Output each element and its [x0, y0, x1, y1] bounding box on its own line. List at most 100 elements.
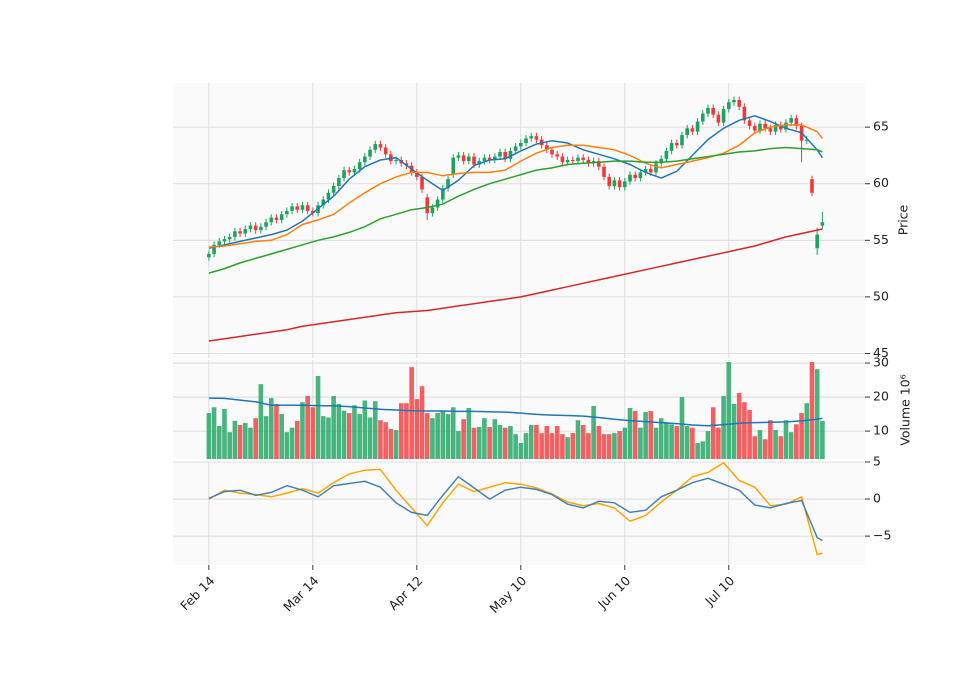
- candle-body: [524, 138, 528, 143]
- volume-bar: [518, 443, 524, 459]
- volume-bar: [315, 375, 321, 459]
- candle-body: [519, 142, 523, 147]
- candle-body: [674, 142, 679, 146]
- volume-bar: [554, 426, 560, 459]
- y-tick-label: 60: [873, 175, 889, 190]
- indicator-panel: [173, 462, 865, 565]
- candle-body: [300, 205, 305, 210]
- candle-body: [368, 149, 372, 157]
- x-tick-label: Apr 12: [385, 573, 425, 613]
- volume-bar: [393, 430, 399, 459]
- candle-body: [331, 185, 336, 193]
- candle-body: [347, 170, 352, 173]
- candle-body: [758, 123, 762, 131]
- candle-body: [508, 150, 513, 159]
- candle-body: [732, 99, 736, 103]
- volume-bar: [534, 424, 539, 459]
- y-axis-label: Price: [896, 204, 911, 235]
- candle-body: [295, 206, 300, 210]
- candle-body: [752, 126, 757, 131]
- candle-body: [487, 157, 492, 160]
- volume-bar: [736, 393, 742, 459]
- line-series: [208, 115, 824, 249]
- volume-bar: [471, 427, 477, 459]
- volume-bar: [528, 424, 534, 459]
- candle-body: [248, 225, 253, 229]
- volume-bar: [539, 433, 544, 459]
- volume-bar: [253, 418, 258, 459]
- candle-body: [669, 142, 674, 151]
- y-tick-label: 30: [873, 355, 889, 370]
- candle-body: [700, 113, 705, 122]
- candle-body: [726, 102, 731, 110]
- volume-bar: [409, 367, 414, 459]
- volume-bar: [773, 430, 778, 459]
- candle-body: [804, 139, 809, 141]
- volume-bar: [284, 432, 290, 459]
- volume-bar: [502, 427, 508, 459]
- volume-bar: [419, 386, 425, 459]
- candle-body: [648, 169, 653, 173]
- volume-bar: [684, 426, 690, 459]
- volume-bar: [674, 426, 680, 459]
- candle-body: [815, 234, 819, 249]
- volume-bar: [352, 405, 357, 459]
- candle-body: [659, 158, 663, 164]
- candle-body: [482, 157, 487, 162]
- volume-bar: [289, 427, 295, 459]
- candle-body: [243, 228, 248, 234]
- volume-bar: [710, 407, 716, 459]
- candle-body: [290, 206, 294, 211]
- candle-body: [227, 236, 232, 240]
- candle-body: [778, 124, 783, 130]
- candle-body: [378, 144, 383, 148]
- y-tick-label: 55: [873, 232, 889, 247]
- volume-bar: [788, 432, 794, 459]
- volume-bar: [612, 433, 617, 459]
- volume-bar: [591, 405, 596, 459]
- y-tick-label: 10: [873, 423, 889, 438]
- volume-bar: [227, 432, 232, 459]
- candle-body: [747, 120, 752, 127]
- candle-body: [456, 155, 461, 158]
- volume-bar: [211, 407, 217, 459]
- volume-bar: [326, 417, 331, 459]
- volume-bar: [679, 397, 685, 459]
- x-tick-label: May 10: [486, 573, 529, 616]
- volume-bar: [216, 426, 222, 459]
- candle-body: [654, 163, 658, 173]
- candle-body: [612, 180, 617, 186]
- candle-body: [279, 214, 284, 220]
- volume-bar: [461, 419, 466, 459]
- candle-body: [534, 136, 539, 140]
- volume-bar: [346, 413, 352, 459]
- volume-bar: [762, 439, 768, 459]
- candle-body: [222, 239, 227, 242]
- x-tick-label: Jun 10: [594, 573, 633, 612]
- y-axis-label: Volume 10⁶: [898, 374, 913, 445]
- candle-body: [550, 149, 554, 155]
- candle-body: [467, 156, 471, 162]
- volume-bar: [601, 434, 607, 459]
- volume-bar: [440, 411, 446, 459]
- volume-bar: [476, 427, 482, 459]
- volume-bar: [450, 407, 456, 459]
- volume-bar: [658, 418, 664, 459]
- volume-bar: [248, 427, 253, 459]
- candle-body: [638, 172, 643, 179]
- y-tick-label: −5: [873, 528, 891, 543]
- volume-bar: [232, 420, 238, 459]
- volume-bar: [794, 424, 799, 459]
- candle-body: [695, 121, 700, 132]
- candle-body: [238, 231, 242, 234]
- line-series: [208, 475, 823, 542]
- volume-bar: [575, 420, 581, 459]
- volume-bar: [726, 362, 732, 459]
- volume-bar: [445, 414, 451, 459]
- volume-bar: [560, 434, 565, 459]
- candle-body: [617, 180, 622, 188]
- volume-bar: [757, 430, 763, 459]
- volume-bar: [523, 433, 529, 459]
- candle-body: [664, 150, 669, 159]
